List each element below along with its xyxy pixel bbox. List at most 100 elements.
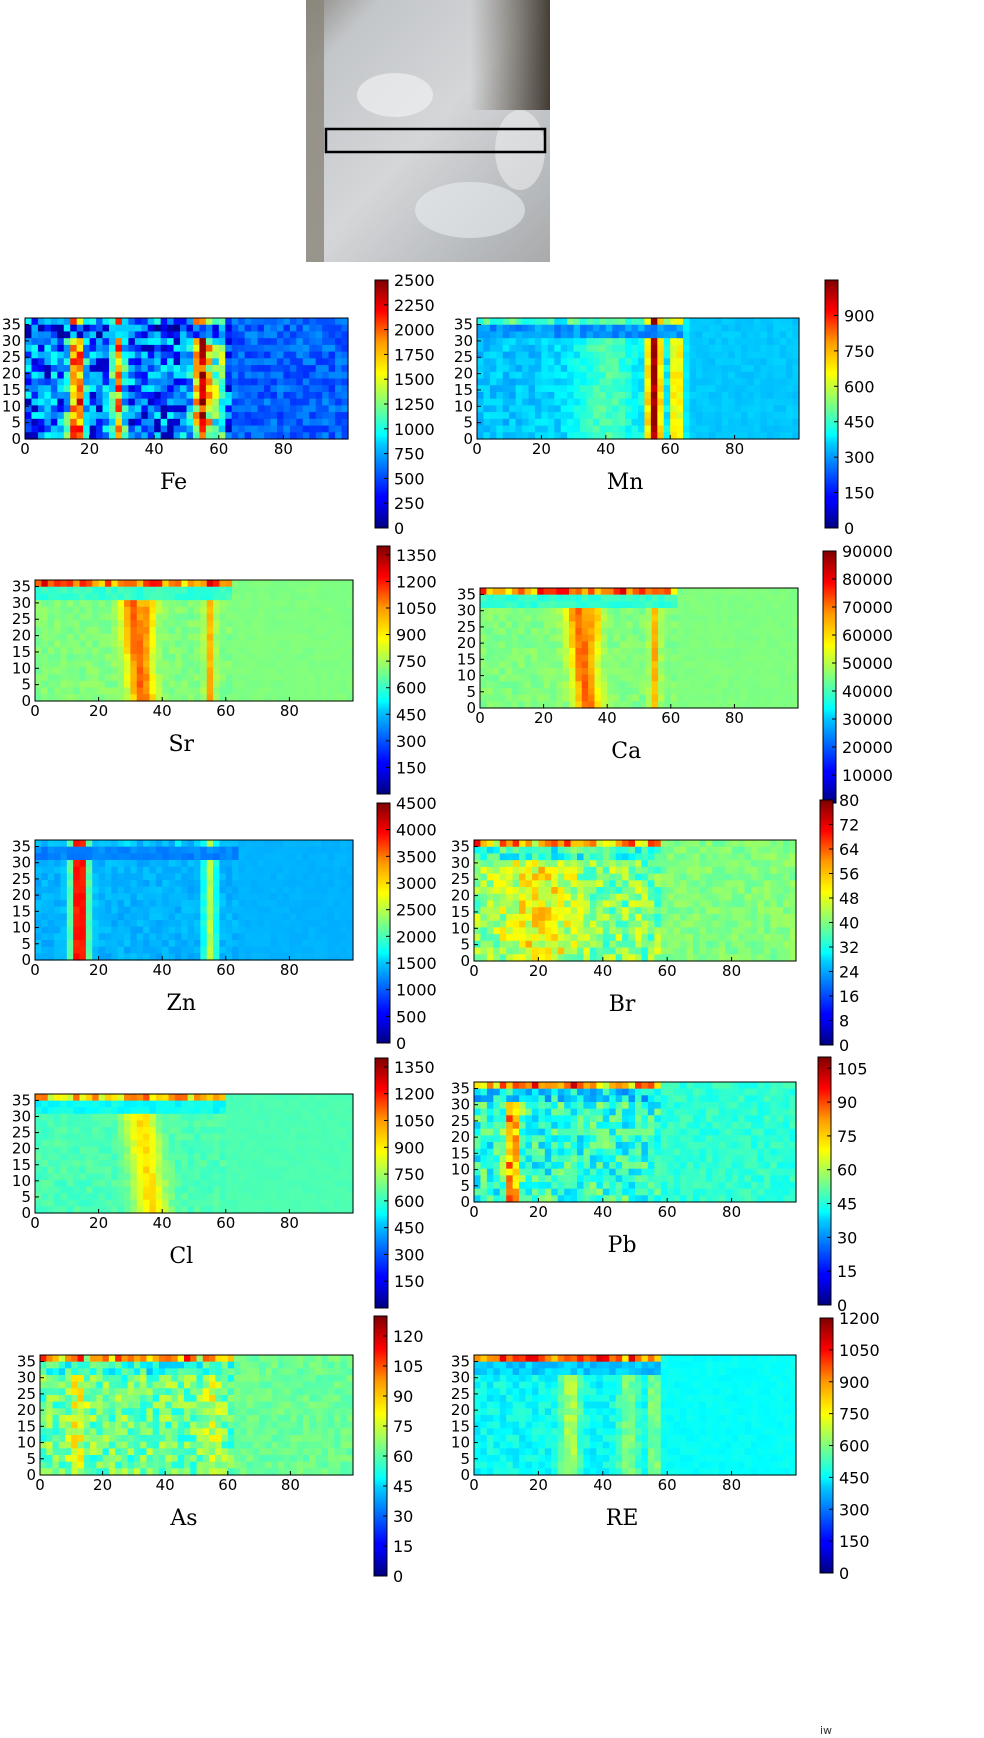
heatmap-cell bbox=[143, 580, 151, 588]
heatmap-cell bbox=[251, 694, 259, 702]
heatmap-cell bbox=[92, 940, 100, 948]
heatmap-cell bbox=[232, 627, 240, 635]
heatmap-cell bbox=[588, 694, 596, 702]
heatmap-cell bbox=[117, 687, 125, 695]
heatmap-cell bbox=[251, 880, 259, 888]
heatmap-cell bbox=[187, 600, 195, 608]
heatmap-cell bbox=[302, 351, 310, 359]
heatmap-cell bbox=[41, 640, 49, 648]
heatmap-cell bbox=[660, 860, 668, 868]
heatmap-cell bbox=[162, 674, 170, 682]
heatmap-cell bbox=[232, 667, 240, 675]
heatmap-cell bbox=[760, 385, 768, 393]
heatmap-cell bbox=[567, 344, 575, 353]
heatmap-cell bbox=[570, 840, 578, 848]
heatmap-cell bbox=[321, 900, 329, 908]
heatmap-cell bbox=[295, 840, 303, 848]
heatmap-cell bbox=[54, 840, 62, 848]
heatmap-cell bbox=[85, 953, 93, 961]
heatmap-cell bbox=[644, 425, 652, 433]
heatmap-cell bbox=[257, 358, 265, 366]
heatmap-cell bbox=[187, 687, 195, 695]
heatmap-cell bbox=[173, 412, 181, 420]
heatmap-cell bbox=[766, 648, 774, 656]
heatmap-cell bbox=[759, 608, 767, 616]
heatmap-cell bbox=[276, 613, 284, 621]
heatmap-cell bbox=[149, 620, 157, 628]
heatmap-cell bbox=[522, 324, 530, 333]
heatmap-cell bbox=[141, 318, 149, 326]
heatmap-cell bbox=[499, 674, 507, 682]
heatmap-cell bbox=[556, 688, 564, 696]
heatmap-cell bbox=[302, 391, 310, 400]
heatmap-cell bbox=[117, 873, 125, 881]
heatmap-cell bbox=[549, 628, 557, 636]
heatmap-cell bbox=[276, 940, 284, 948]
x-tick-label: 0 bbox=[472, 440, 482, 458]
heatmap-cell bbox=[734, 668, 742, 676]
heatmap-cell bbox=[515, 358, 523, 366]
colorbar-tick-label: 2000 bbox=[394, 321, 435, 340]
heatmap-cell bbox=[530, 648, 538, 656]
heatmap-cell bbox=[480, 846, 488, 855]
heatmap-cell bbox=[314, 840, 322, 848]
heatmap-cell bbox=[257, 586, 265, 595]
heatmap-cell bbox=[47, 913, 55, 921]
heatmap-cell bbox=[98, 840, 106, 848]
heatmap-cell bbox=[104, 633, 112, 642]
y-tick-label: 30 bbox=[12, 854, 31, 872]
heatmap-cell bbox=[596, 840, 604, 848]
heatmap-cell bbox=[613, 594, 621, 602]
heatmap-cell bbox=[496, 344, 504, 353]
heatmap-cell bbox=[41, 893, 49, 901]
heatmap-cell bbox=[92, 613, 100, 621]
heatmap-cell bbox=[289, 880, 297, 888]
heatmap-cell bbox=[689, 628, 697, 636]
heatmap-cell bbox=[225, 926, 233, 934]
heatmap-cell bbox=[79, 880, 87, 888]
heatmap-cell bbox=[238, 586, 246, 595]
heatmap-cell bbox=[173, 405, 181, 413]
heatmap-cell bbox=[567, 391, 575, 400]
heatmap-cell bbox=[79, 606, 87, 615]
heatmap-cell bbox=[104, 946, 112, 954]
heatmap-cell bbox=[199, 351, 207, 359]
heatmap-cell bbox=[511, 641, 519, 649]
heatmap-cell bbox=[658, 701, 666, 709]
heatmap-cell bbox=[70, 344, 78, 353]
heatmap-cell bbox=[554, 344, 562, 353]
heatmap-cell bbox=[63, 425, 71, 433]
heatmap-cell bbox=[50, 358, 58, 366]
heatmap-cell bbox=[160, 371, 168, 380]
heatmap-cell bbox=[786, 391, 794, 400]
heatmap-cell bbox=[206, 667, 214, 675]
heatmap-cell bbox=[683, 594, 691, 602]
heatmap-cell bbox=[738, 846, 746, 855]
heatmap-cell bbox=[335, 331, 343, 339]
heatmap-cell bbox=[638, 324, 646, 333]
heatmap-cell bbox=[327, 953, 335, 961]
heatmap-cell bbox=[283, 687, 290, 695]
heatmap-cell bbox=[638, 378, 646, 386]
heatmap-cell bbox=[244, 913, 252, 921]
heatmap-cell bbox=[130, 900, 138, 908]
heatmap-cell bbox=[85, 840, 93, 848]
heatmap-cell bbox=[647, 853, 655, 861]
heatmap-cell bbox=[766, 385, 774, 393]
heatmap-cell bbox=[333, 926, 341, 934]
heatmap-cell bbox=[766, 668, 774, 676]
heatmap-cell bbox=[556, 588, 564, 596]
heatmap-cell bbox=[658, 648, 666, 656]
heatmap-cell bbox=[580, 418, 588, 427]
heatmap-cell bbox=[779, 378, 787, 386]
heatmap-cell bbox=[663, 398, 671, 406]
heatmap-cell bbox=[206, 680, 214, 689]
heatmap-cell bbox=[753, 418, 761, 427]
heatmap-cell bbox=[609, 840, 617, 848]
heatmap-cell bbox=[734, 351, 742, 359]
heatmap-cell bbox=[218, 371, 226, 380]
heatmap-cell bbox=[76, 365, 84, 373]
heatmap-cell bbox=[57, 425, 65, 433]
heatmap-cell bbox=[73, 926, 81, 934]
heatmap-cell bbox=[85, 667, 93, 675]
